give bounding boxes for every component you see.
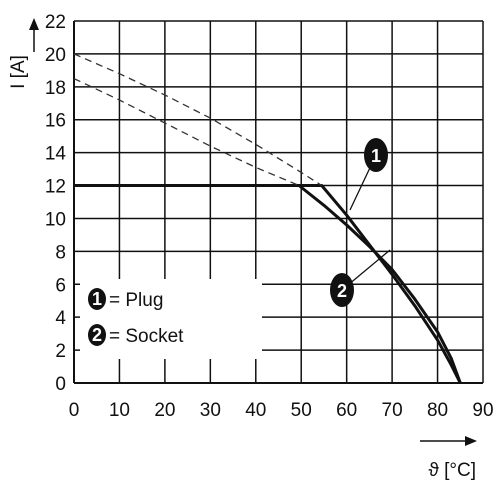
x-tick-label: 90	[472, 400, 493, 421]
x-tick-label: 70	[382, 400, 403, 421]
y-tick-label: 8	[55, 242, 66, 263]
y-tick-label: 2	[55, 341, 66, 362]
callout-badge-icon	[364, 138, 388, 172]
x-tick-label: 50	[291, 400, 312, 421]
y-axis-arrow-icon	[29, 18, 39, 52]
legend-text-plug: = Plug	[109, 290, 163, 311]
y-tick-label: 10	[45, 209, 66, 230]
x-tick-label: 20	[154, 400, 175, 421]
legend-box	[80, 279, 262, 359]
y-axis-title: I [A]	[8, 55, 29, 89]
y-tick-label: 6	[55, 275, 66, 296]
callout-badge-label: 2	[337, 281, 347, 301]
y-tick-label: 18	[45, 78, 66, 99]
series-1-line	[74, 184, 462, 384]
x-tick-label: 40	[245, 400, 266, 421]
x-tick-label: 0	[69, 400, 80, 421]
y-tick-label: 16	[45, 111, 66, 132]
x-tick-label: 80	[427, 400, 448, 421]
legend-item-socket: 2 = Socket	[88, 324, 184, 347]
y-axis-title-group: I [A]	[8, 55, 29, 89]
callout-badge-icon	[330, 273, 354, 307]
y-tick-label: 12	[45, 177, 66, 198]
callout-1: 1	[349, 138, 388, 211]
x-axis-title: ϑ [°C]	[428, 460, 476, 481]
callout-2: 2	[330, 249, 391, 307]
y-tick-label: 14	[45, 144, 67, 165]
y-tick-label: 4	[55, 308, 66, 329]
x-tick-label: 60	[336, 400, 357, 421]
axis-titles: I [A] ϑ [°C]	[8, 18, 477, 481]
series-1-dashed-line	[73, 53, 323, 187]
y-tick-label: 20	[45, 45, 66, 66]
x-axis-arrow-icon	[420, 436, 477, 446]
legend-marker-1-label: 1	[92, 289, 102, 309]
legend: 1 = Plug 2 = Socket	[80, 279, 262, 359]
legend-marker-2-icon	[88, 324, 106, 346]
legend-marker-1-icon	[88, 288, 106, 310]
series-2-dashed-line	[73, 78, 300, 187]
legend-item-plug: 1 = Plug	[88, 288, 163, 311]
y-tick-label: 22	[45, 12, 66, 33]
x-tick-label: 10	[109, 400, 130, 421]
x-tick-label: 30	[200, 400, 221, 421]
legend-text-socket: = Socket	[109, 326, 184, 347]
callouts: 12	[330, 138, 391, 307]
y-tick-label: 0	[55, 374, 66, 395]
callout-badge-label: 1	[371, 146, 381, 166]
legend-marker-2-label: 2	[92, 325, 102, 345]
